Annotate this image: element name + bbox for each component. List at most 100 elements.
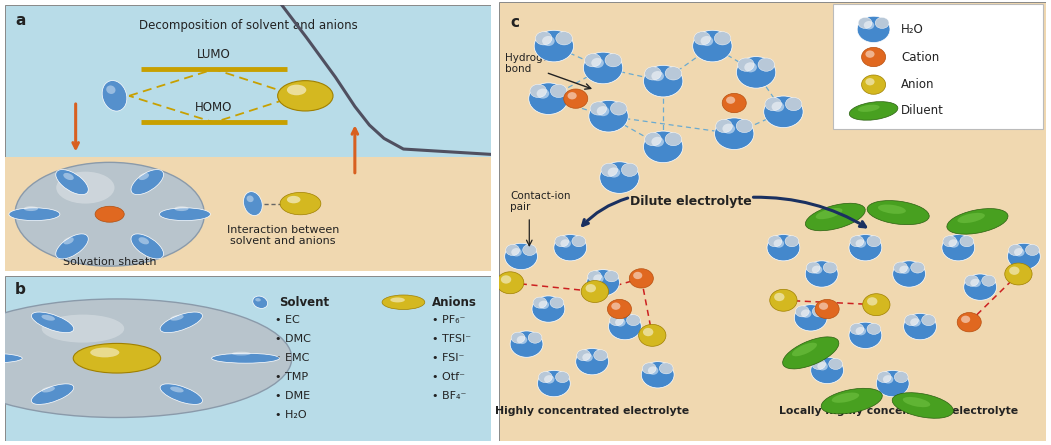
Circle shape bbox=[592, 58, 604, 68]
Ellipse shape bbox=[56, 170, 88, 194]
Ellipse shape bbox=[56, 234, 88, 259]
Circle shape bbox=[280, 192, 321, 215]
Circle shape bbox=[529, 332, 542, 343]
Ellipse shape bbox=[211, 353, 280, 363]
Ellipse shape bbox=[892, 392, 953, 418]
Circle shape bbox=[900, 266, 910, 274]
Text: • PF₆⁻: • PF₆⁻ bbox=[432, 316, 465, 325]
Circle shape bbox=[878, 372, 891, 383]
Ellipse shape bbox=[63, 173, 74, 180]
Text: Anions: Anions bbox=[432, 296, 476, 309]
Circle shape bbox=[639, 324, 666, 346]
Circle shape bbox=[805, 261, 838, 287]
Circle shape bbox=[904, 313, 936, 340]
Circle shape bbox=[659, 363, 673, 374]
Circle shape bbox=[504, 243, 537, 270]
Text: • EMC: • EMC bbox=[274, 353, 309, 363]
Circle shape bbox=[765, 97, 782, 111]
Circle shape bbox=[982, 275, 995, 286]
Circle shape bbox=[862, 47, 886, 67]
Circle shape bbox=[534, 30, 574, 62]
Ellipse shape bbox=[903, 397, 930, 407]
Circle shape bbox=[550, 297, 563, 308]
Ellipse shape bbox=[41, 387, 55, 392]
Circle shape bbox=[758, 58, 775, 71]
Circle shape bbox=[863, 294, 890, 316]
Circle shape bbox=[736, 119, 753, 133]
Circle shape bbox=[856, 327, 866, 336]
Circle shape bbox=[15, 162, 204, 266]
Circle shape bbox=[652, 71, 664, 81]
Circle shape bbox=[597, 106, 610, 116]
Ellipse shape bbox=[32, 384, 74, 405]
Circle shape bbox=[577, 350, 591, 361]
Circle shape bbox=[611, 102, 627, 115]
Circle shape bbox=[905, 315, 919, 326]
Circle shape bbox=[856, 239, 866, 248]
Text: • H₂O: • H₂O bbox=[274, 410, 307, 420]
Circle shape bbox=[643, 328, 654, 336]
Text: a: a bbox=[15, 13, 25, 28]
Circle shape bbox=[737, 57, 776, 88]
Text: HOMO: HOMO bbox=[195, 101, 232, 114]
Circle shape bbox=[537, 89, 550, 99]
Ellipse shape bbox=[957, 213, 985, 223]
Circle shape bbox=[42, 315, 124, 343]
Circle shape bbox=[510, 331, 543, 357]
Circle shape bbox=[943, 236, 956, 247]
Circle shape bbox=[390, 297, 405, 303]
Text: LUMO: LUMO bbox=[198, 48, 231, 61]
Circle shape bbox=[796, 306, 809, 317]
Circle shape bbox=[1008, 243, 1040, 270]
Circle shape bbox=[601, 163, 618, 177]
Circle shape bbox=[517, 336, 528, 344]
Circle shape bbox=[605, 53, 621, 67]
Circle shape bbox=[74, 344, 161, 373]
Circle shape bbox=[644, 67, 661, 80]
Circle shape bbox=[849, 235, 882, 261]
Ellipse shape bbox=[174, 206, 188, 211]
Circle shape bbox=[643, 65, 683, 97]
Circle shape bbox=[970, 279, 981, 287]
Circle shape bbox=[576, 348, 609, 375]
Circle shape bbox=[1005, 263, 1032, 285]
Circle shape bbox=[621, 163, 638, 177]
Circle shape bbox=[607, 167, 620, 178]
Text: Highly concentrated electrolyte: Highly concentrated electrolyte bbox=[495, 406, 689, 417]
Circle shape bbox=[563, 89, 588, 108]
Ellipse shape bbox=[805, 203, 865, 231]
Circle shape bbox=[850, 236, 864, 247]
Circle shape bbox=[823, 262, 837, 273]
Circle shape bbox=[584, 53, 601, 67]
Circle shape bbox=[287, 85, 306, 95]
Circle shape bbox=[942, 235, 974, 261]
Circle shape bbox=[90, 348, 120, 357]
Circle shape bbox=[581, 280, 609, 303]
Circle shape bbox=[542, 36, 555, 46]
Circle shape bbox=[511, 332, 524, 343]
Circle shape bbox=[744, 62, 757, 73]
Circle shape bbox=[556, 372, 570, 383]
Circle shape bbox=[771, 102, 784, 112]
Circle shape bbox=[535, 32, 552, 45]
Ellipse shape bbox=[783, 337, 839, 369]
Ellipse shape bbox=[255, 298, 261, 302]
Circle shape bbox=[544, 375, 555, 384]
Circle shape bbox=[812, 306, 826, 317]
Ellipse shape bbox=[63, 237, 74, 244]
Circle shape bbox=[764, 96, 803, 128]
Circle shape bbox=[554, 235, 586, 261]
Circle shape bbox=[922, 315, 935, 326]
Circle shape bbox=[506, 244, 519, 255]
Circle shape bbox=[533, 297, 547, 308]
Circle shape bbox=[715, 118, 754, 150]
Circle shape bbox=[816, 299, 839, 319]
Ellipse shape bbox=[8, 208, 60, 221]
Circle shape bbox=[643, 131, 683, 163]
Circle shape bbox=[911, 262, 925, 273]
Ellipse shape bbox=[131, 170, 164, 194]
Circle shape bbox=[604, 271, 618, 282]
Circle shape bbox=[811, 359, 825, 369]
Circle shape bbox=[810, 357, 844, 384]
Text: c: c bbox=[510, 16, 519, 30]
